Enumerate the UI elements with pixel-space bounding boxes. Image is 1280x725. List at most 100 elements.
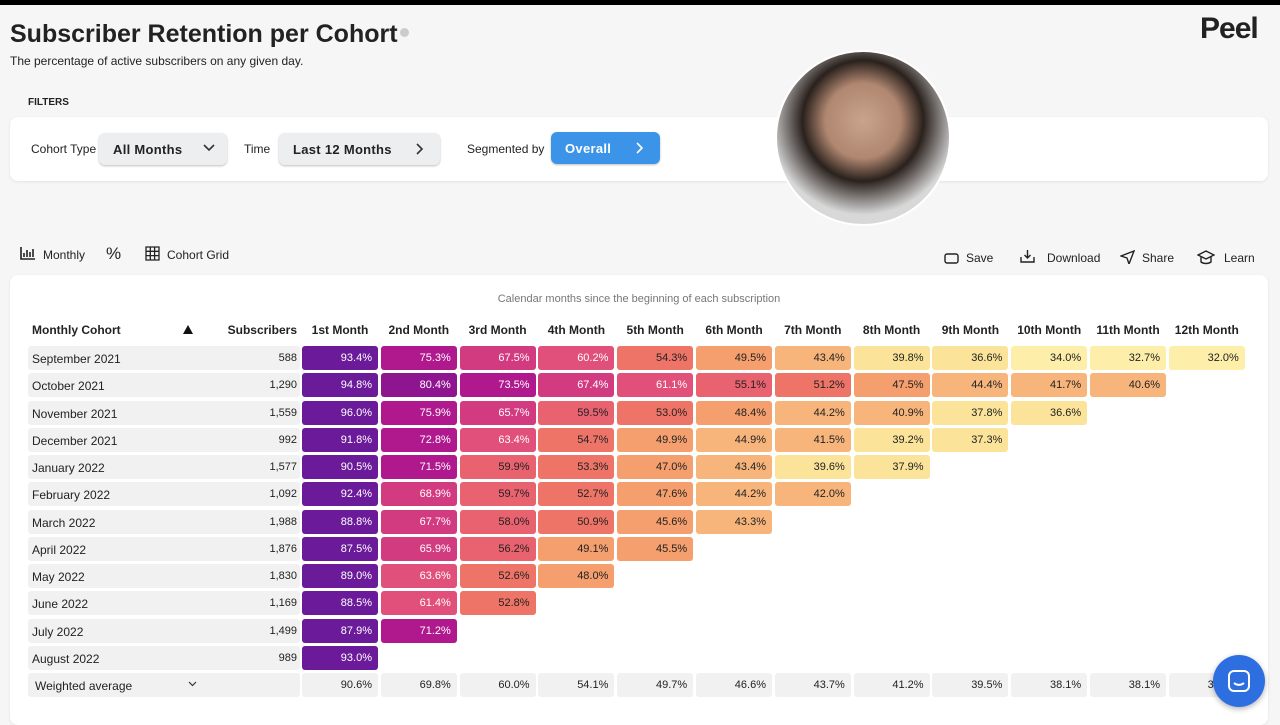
view-cohort-grid[interactable]: Cohort Grid xyxy=(167,248,230,262)
retention-cell: 96.0% xyxy=(302,400,378,425)
learn-button[interactable]: Learn xyxy=(1224,251,1255,265)
row-band xyxy=(28,427,300,452)
subscriber-count: 1,169 xyxy=(269,597,297,610)
table-caption: Calendar months since the beginning of e… xyxy=(497,293,781,305)
retention-cell: 32.0% xyxy=(1168,346,1245,370)
retention-cell: 56.2% xyxy=(459,536,536,561)
column-header: 4th Month xyxy=(547,323,606,337)
retention-cell: 55.1% xyxy=(696,373,772,398)
subscriber-count: 1,876 xyxy=(269,542,297,555)
download-icon xyxy=(1020,250,1035,263)
retention-cell: 59.7% xyxy=(459,482,536,507)
chevron xyxy=(203,144,215,152)
retention-cell: 75.9% xyxy=(380,400,457,425)
retention-cell: 44.9% xyxy=(696,427,772,452)
column-header: 6th Month xyxy=(705,323,763,337)
retention-cell: 92.4% xyxy=(302,482,378,507)
filter-label: Time xyxy=(244,142,271,156)
retention-cell: 47.5% xyxy=(853,373,930,398)
retention-cell: 61.4% xyxy=(380,591,457,616)
retention-cell: 36.6% xyxy=(1011,400,1088,425)
retention-cell: 59.9% xyxy=(459,455,536,479)
average-cell: 46.6% xyxy=(696,673,772,697)
subscriber-count: 1,830 xyxy=(269,570,297,582)
retention-cell: 47.6% xyxy=(617,482,694,507)
row-band xyxy=(28,564,300,588)
retention-cell: 89.0% xyxy=(302,564,378,588)
retention-cell: 37.3% xyxy=(932,427,1009,452)
column-header: 7th Month xyxy=(784,323,842,337)
retention-cell: 41.5% xyxy=(774,427,851,452)
column-header: 8th Month xyxy=(862,323,921,337)
cohort-label: November 2021 xyxy=(32,406,118,421)
info-icon[interactable] xyxy=(400,28,409,37)
segment-button[interactable]: Overall xyxy=(551,132,660,164)
retention-cell: 63.4% xyxy=(459,427,536,452)
download-button[interactable]: Download xyxy=(1047,251,1101,265)
chart-icon xyxy=(20,247,35,260)
retention-cell: 53.3% xyxy=(538,455,615,479)
retention-cell: 48.0% xyxy=(538,564,615,588)
retention-cell: 43.4% xyxy=(696,455,772,479)
footer-dropdown-icon[interactable] xyxy=(188,681,197,687)
webcam-overlay xyxy=(775,50,951,226)
subtitle: The percentage of active subscribers on … xyxy=(10,54,304,68)
filter-label: Cohort Type xyxy=(31,142,97,156)
retention-cell: 80.4% xyxy=(380,373,457,398)
retention-cell: 39.6% xyxy=(774,455,851,479)
save-icon xyxy=(944,253,959,264)
view-monthly[interactable]: Monthly xyxy=(43,248,86,262)
retention-cell: 42.0% xyxy=(774,482,851,507)
retention-cell: 36.6% xyxy=(932,346,1009,370)
row-band xyxy=(28,618,300,643)
column-header: 9th Month xyxy=(941,323,1000,337)
subscriber-count: 1,577 xyxy=(269,461,297,473)
retention-cell: 72.8% xyxy=(380,427,457,452)
chat-icon xyxy=(1228,670,1250,692)
cohort-label: December 2021 xyxy=(32,433,118,448)
title: Subscriber Retention per Cohort xyxy=(10,20,398,48)
row-band xyxy=(28,536,300,561)
retention-cell: 67.4% xyxy=(538,373,615,398)
retention-cell: 67.5% xyxy=(459,346,536,370)
retention-cell: 71.5% xyxy=(380,455,457,479)
chevron xyxy=(636,142,644,154)
retention-cell: 65.7% xyxy=(459,400,536,425)
share-button[interactable]: Share xyxy=(1142,251,1175,265)
retention-cell: 90.5% xyxy=(302,455,378,479)
retention-cell: 39.2% xyxy=(853,427,930,452)
average-cell: 39.5% xyxy=(932,673,1009,697)
retention-cell: 37.8% xyxy=(932,400,1009,425)
retention-cell: 52.7% xyxy=(538,482,615,507)
average-cell: 38.1% xyxy=(1011,673,1088,697)
row-band xyxy=(28,400,300,425)
filter-value: Last 12 Months xyxy=(293,141,392,157)
subscriber-count: 1,290 xyxy=(269,379,297,392)
retention-cell: 49.5% xyxy=(696,346,772,370)
filter-button[interactable]: Last 12 Months xyxy=(279,133,440,165)
retention-cell: 87.9% xyxy=(302,618,378,643)
retention-cell: 68.9% xyxy=(380,482,457,507)
retention-cell: 44.2% xyxy=(696,482,772,507)
chat-button[interactable] xyxy=(1213,655,1265,707)
retention-cell: 88.8% xyxy=(302,509,378,534)
save-button[interactable]: Save xyxy=(966,251,994,265)
logo[interactable]: Peel xyxy=(1200,12,1259,45)
cohort-label: July 2022 xyxy=(32,624,84,639)
share-icon xyxy=(1120,250,1135,264)
retention-cell: 91.8% xyxy=(302,427,378,452)
subscriber-count: 1,559 xyxy=(269,406,297,419)
view-percent[interactable]: % xyxy=(106,244,122,263)
cohort-label: January 2022 xyxy=(32,461,105,475)
row-band xyxy=(28,482,300,507)
sort-icon[interactable] xyxy=(183,325,193,334)
filter-value: All Months xyxy=(113,141,183,157)
cohort-label: April 2022 xyxy=(32,542,87,557)
column-header: 12th Month xyxy=(1174,323,1239,337)
subscriber-count: 989 xyxy=(278,651,297,664)
learn-icon xyxy=(1197,250,1215,265)
subscriber-count: 992 xyxy=(278,433,297,446)
retention-cell: 50.9% xyxy=(538,509,615,534)
retention-cell: 51.2% xyxy=(774,373,851,398)
filter-dropdown[interactable]: All Months xyxy=(99,133,227,165)
